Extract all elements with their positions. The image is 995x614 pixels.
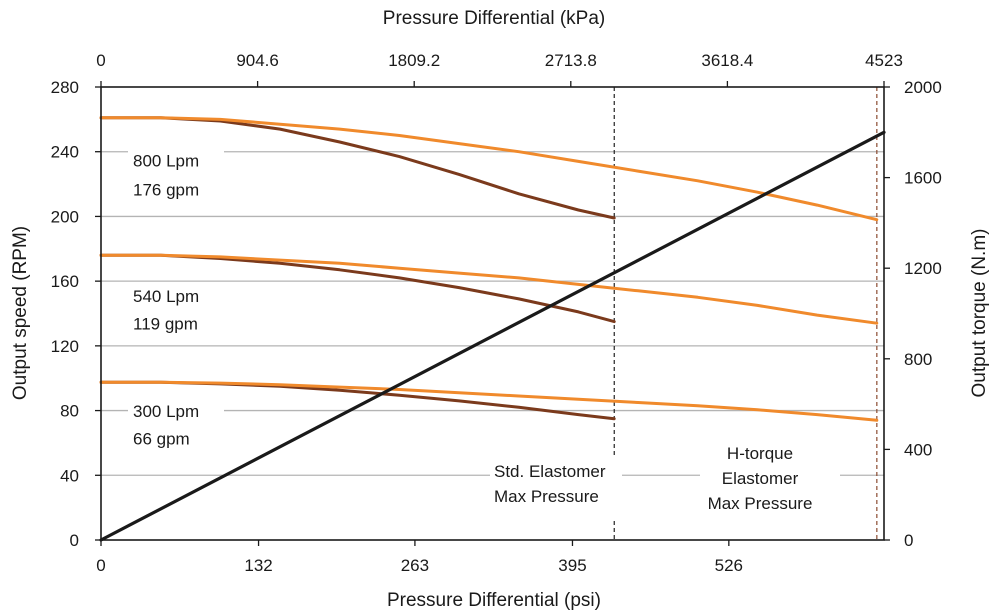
y-right-tick-label: 0 — [904, 531, 913, 550]
limit-label-std: Std. Elastomer — [494, 462, 606, 481]
y-left-tick-label: 240 — [51, 143, 79, 162]
x-bottom-tick-label: 395 — [558, 556, 586, 575]
x-top-tick-label: 1809.2 — [388, 51, 440, 70]
limit-label-background — [700, 440, 840, 528]
series-layer — [99, 116, 886, 542]
flow-label-background — [128, 283, 224, 337]
flow-label-gpm: 66 gpm — [133, 430, 190, 449]
y-right-axis-title: Output torque (N.m) — [969, 229, 990, 398]
flow-label-lpm: 300 Lpm — [133, 402, 199, 421]
x-top-tick-label: 2713.8 — [545, 51, 597, 70]
x-top-tick-label: 904.6 — [236, 51, 279, 70]
y-left-tick-label: 80 — [60, 402, 79, 421]
flow-label-lpm: 800 Lpm — [133, 151, 199, 170]
y-right-tick-label: 2000 — [904, 78, 942, 97]
x-bottom-tick-label: 263 — [401, 556, 429, 575]
limit-label-htorque: H-torque — [727, 444, 793, 463]
limit-label-background — [490, 458, 622, 518]
y-right-tick-label: 400 — [904, 440, 932, 459]
tick-layer: 0 40 80 120 160 200 240 280 0 400 800 1200 1600 2000 0… — [51, 51, 942, 575]
limit-lines — [613, 87, 878, 540]
limit-label-std: Max Pressure — [494, 487, 599, 506]
speed-curve — [99, 380, 879, 422]
torque-line — [99, 130, 886, 542]
flow-label-gpm: 119 gpm — [133, 315, 198, 334]
flow-label-gpm: 176 gpm — [133, 180, 199, 199]
speed-curve — [99, 253, 879, 325]
y-right-tick-label: 1200 — [904, 259, 942, 278]
x-top-axis-title: Pressure Differential (kPa) — [383, 8, 605, 29]
y-left-tick-label: 0 — [70, 531, 79, 550]
x-bottom-tick-label: 526 — [715, 556, 743, 575]
x-bottom-axis-title: Pressure Differential (psi) — [387, 590, 601, 611]
flow-label-background — [128, 147, 224, 203]
x-bottom-tick-label: 0 — [96, 556, 105, 575]
x-top-tick-label: 0 — [96, 51, 105, 70]
y-left-tick-label: 40 — [60, 466, 79, 485]
y-left-tick-label: 120 — [51, 337, 79, 356]
flow-label-lpm: 540 Lpm — [133, 287, 199, 306]
plot-frame — [100, 86, 885, 541]
x-bottom-tick-label: 132 — [244, 556, 272, 575]
y-left-tick-label: 200 — [51, 207, 79, 226]
speed-curve — [99, 116, 879, 222]
limit-label-htorque: Max Pressure — [708, 494, 813, 513]
y-left-axis-title: Output speed (RPM) — [10, 226, 31, 400]
x-top-tick-label: 3618.4 — [701, 51, 753, 70]
flow-label-background — [128, 398, 224, 452]
limit-label-htorque: Elastomer — [722, 469, 799, 488]
annotation-layer: 800 Lpm 176 gpm 540 Lpm 119 gpm 300 Lpm 66 gp… — [128, 147, 840, 528]
y-left-tick-label: 280 — [51, 78, 79, 97]
y-right-tick-label: 1600 — [904, 169, 942, 188]
y-left-tick-label: 160 — [51, 272, 79, 291]
x-top-tick-label: 4523 — [865, 51, 903, 70]
y-right-tick-label: 800 — [904, 350, 932, 369]
